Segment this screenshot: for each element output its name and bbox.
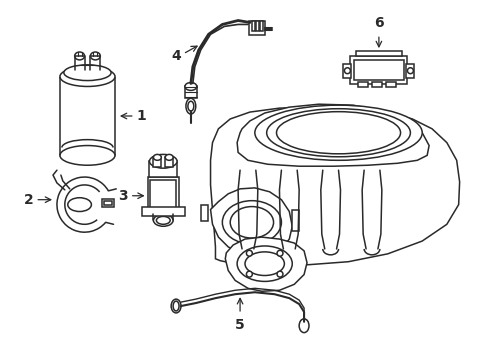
- Ellipse shape: [156, 216, 170, 224]
- FancyBboxPatch shape: [386, 82, 395, 87]
- Polygon shape: [147, 177, 179, 215]
- Text: 5: 5: [235, 318, 245, 332]
- FancyBboxPatch shape: [256, 22, 259, 31]
- Ellipse shape: [149, 154, 177, 168]
- Ellipse shape: [153, 154, 161, 160]
- Ellipse shape: [408, 68, 414, 74]
- FancyBboxPatch shape: [354, 60, 404, 80]
- FancyBboxPatch shape: [165, 157, 173, 167]
- FancyBboxPatch shape: [358, 82, 368, 87]
- FancyBboxPatch shape: [260, 22, 263, 31]
- FancyBboxPatch shape: [102, 199, 114, 207]
- Polygon shape: [292, 210, 299, 231]
- Ellipse shape: [230, 207, 273, 238]
- Text: 2: 2: [24, 193, 33, 207]
- Polygon shape: [211, 107, 460, 266]
- FancyBboxPatch shape: [150, 180, 176, 212]
- FancyBboxPatch shape: [372, 82, 382, 87]
- Polygon shape: [225, 237, 307, 291]
- Ellipse shape: [246, 250, 252, 256]
- Ellipse shape: [277, 250, 283, 256]
- Ellipse shape: [245, 252, 284, 275]
- Ellipse shape: [171, 299, 181, 313]
- Ellipse shape: [246, 271, 252, 277]
- FancyBboxPatch shape: [149, 161, 177, 177]
- FancyBboxPatch shape: [356, 51, 401, 56]
- Ellipse shape: [237, 246, 292, 282]
- Ellipse shape: [153, 215, 173, 226]
- Ellipse shape: [185, 82, 197, 90]
- Ellipse shape: [165, 154, 173, 160]
- Ellipse shape: [188, 101, 194, 111]
- Ellipse shape: [255, 105, 422, 160]
- Polygon shape: [142, 207, 185, 216]
- Ellipse shape: [222, 201, 281, 244]
- Ellipse shape: [68, 198, 92, 212]
- FancyBboxPatch shape: [407, 64, 415, 78]
- FancyBboxPatch shape: [252, 22, 255, 31]
- Polygon shape: [237, 104, 429, 166]
- Ellipse shape: [91, 52, 100, 60]
- FancyBboxPatch shape: [185, 86, 197, 98]
- Ellipse shape: [60, 145, 115, 165]
- Polygon shape: [201, 204, 208, 221]
- Text: 4: 4: [171, 49, 181, 63]
- FancyBboxPatch shape: [249, 22, 265, 35]
- FancyBboxPatch shape: [350, 56, 408, 84]
- Text: 6: 6: [374, 16, 384, 30]
- Ellipse shape: [64, 65, 111, 81]
- Ellipse shape: [299, 319, 309, 333]
- FancyBboxPatch shape: [153, 157, 161, 167]
- FancyBboxPatch shape: [343, 64, 351, 78]
- FancyBboxPatch shape: [104, 201, 112, 204]
- Text: 3: 3: [118, 189, 128, 203]
- Text: 1: 1: [137, 109, 147, 123]
- Polygon shape: [211, 188, 292, 256]
- Ellipse shape: [74, 52, 84, 60]
- Ellipse shape: [344, 68, 350, 74]
- Ellipse shape: [186, 98, 196, 114]
- Ellipse shape: [173, 301, 179, 311]
- Ellipse shape: [277, 271, 283, 277]
